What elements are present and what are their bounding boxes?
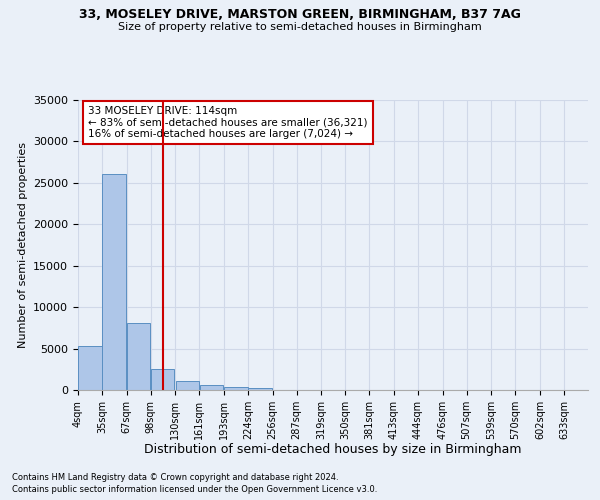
Bar [224, 387, 248, 390]
Text: Contains HM Land Registry data © Crown copyright and database right 2024.: Contains HM Land Registry data © Crown c… [12, 472, 338, 482]
Text: Contains public sector information licensed under the Open Government Licence v3: Contains public sector information licen… [12, 485, 377, 494]
Bar [103, 174, 125, 390]
Bar [127, 323, 150, 390]
Bar [200, 385, 223, 390]
Text: Size of property relative to semi-detached houses in Birmingham: Size of property relative to semi-detach… [118, 22, 482, 32]
Y-axis label: Number of semi-detached properties: Number of semi-detached properties [17, 142, 28, 348]
Bar [151, 370, 174, 390]
Bar [248, 388, 272, 390]
Text: Distribution of semi-detached houses by size in Birmingham: Distribution of semi-detached houses by … [144, 442, 522, 456]
Bar [176, 382, 199, 390]
Text: 33 MOSELEY DRIVE: 114sqm
← 83% of semi-detached houses are smaller (36,321)
16% : 33 MOSELEY DRIVE: 114sqm ← 83% of semi-d… [88, 106, 368, 139]
Bar [79, 346, 101, 390]
Text: 33, MOSELEY DRIVE, MARSTON GREEN, BIRMINGHAM, B37 7AG: 33, MOSELEY DRIVE, MARSTON GREEN, BIRMIN… [79, 8, 521, 20]
